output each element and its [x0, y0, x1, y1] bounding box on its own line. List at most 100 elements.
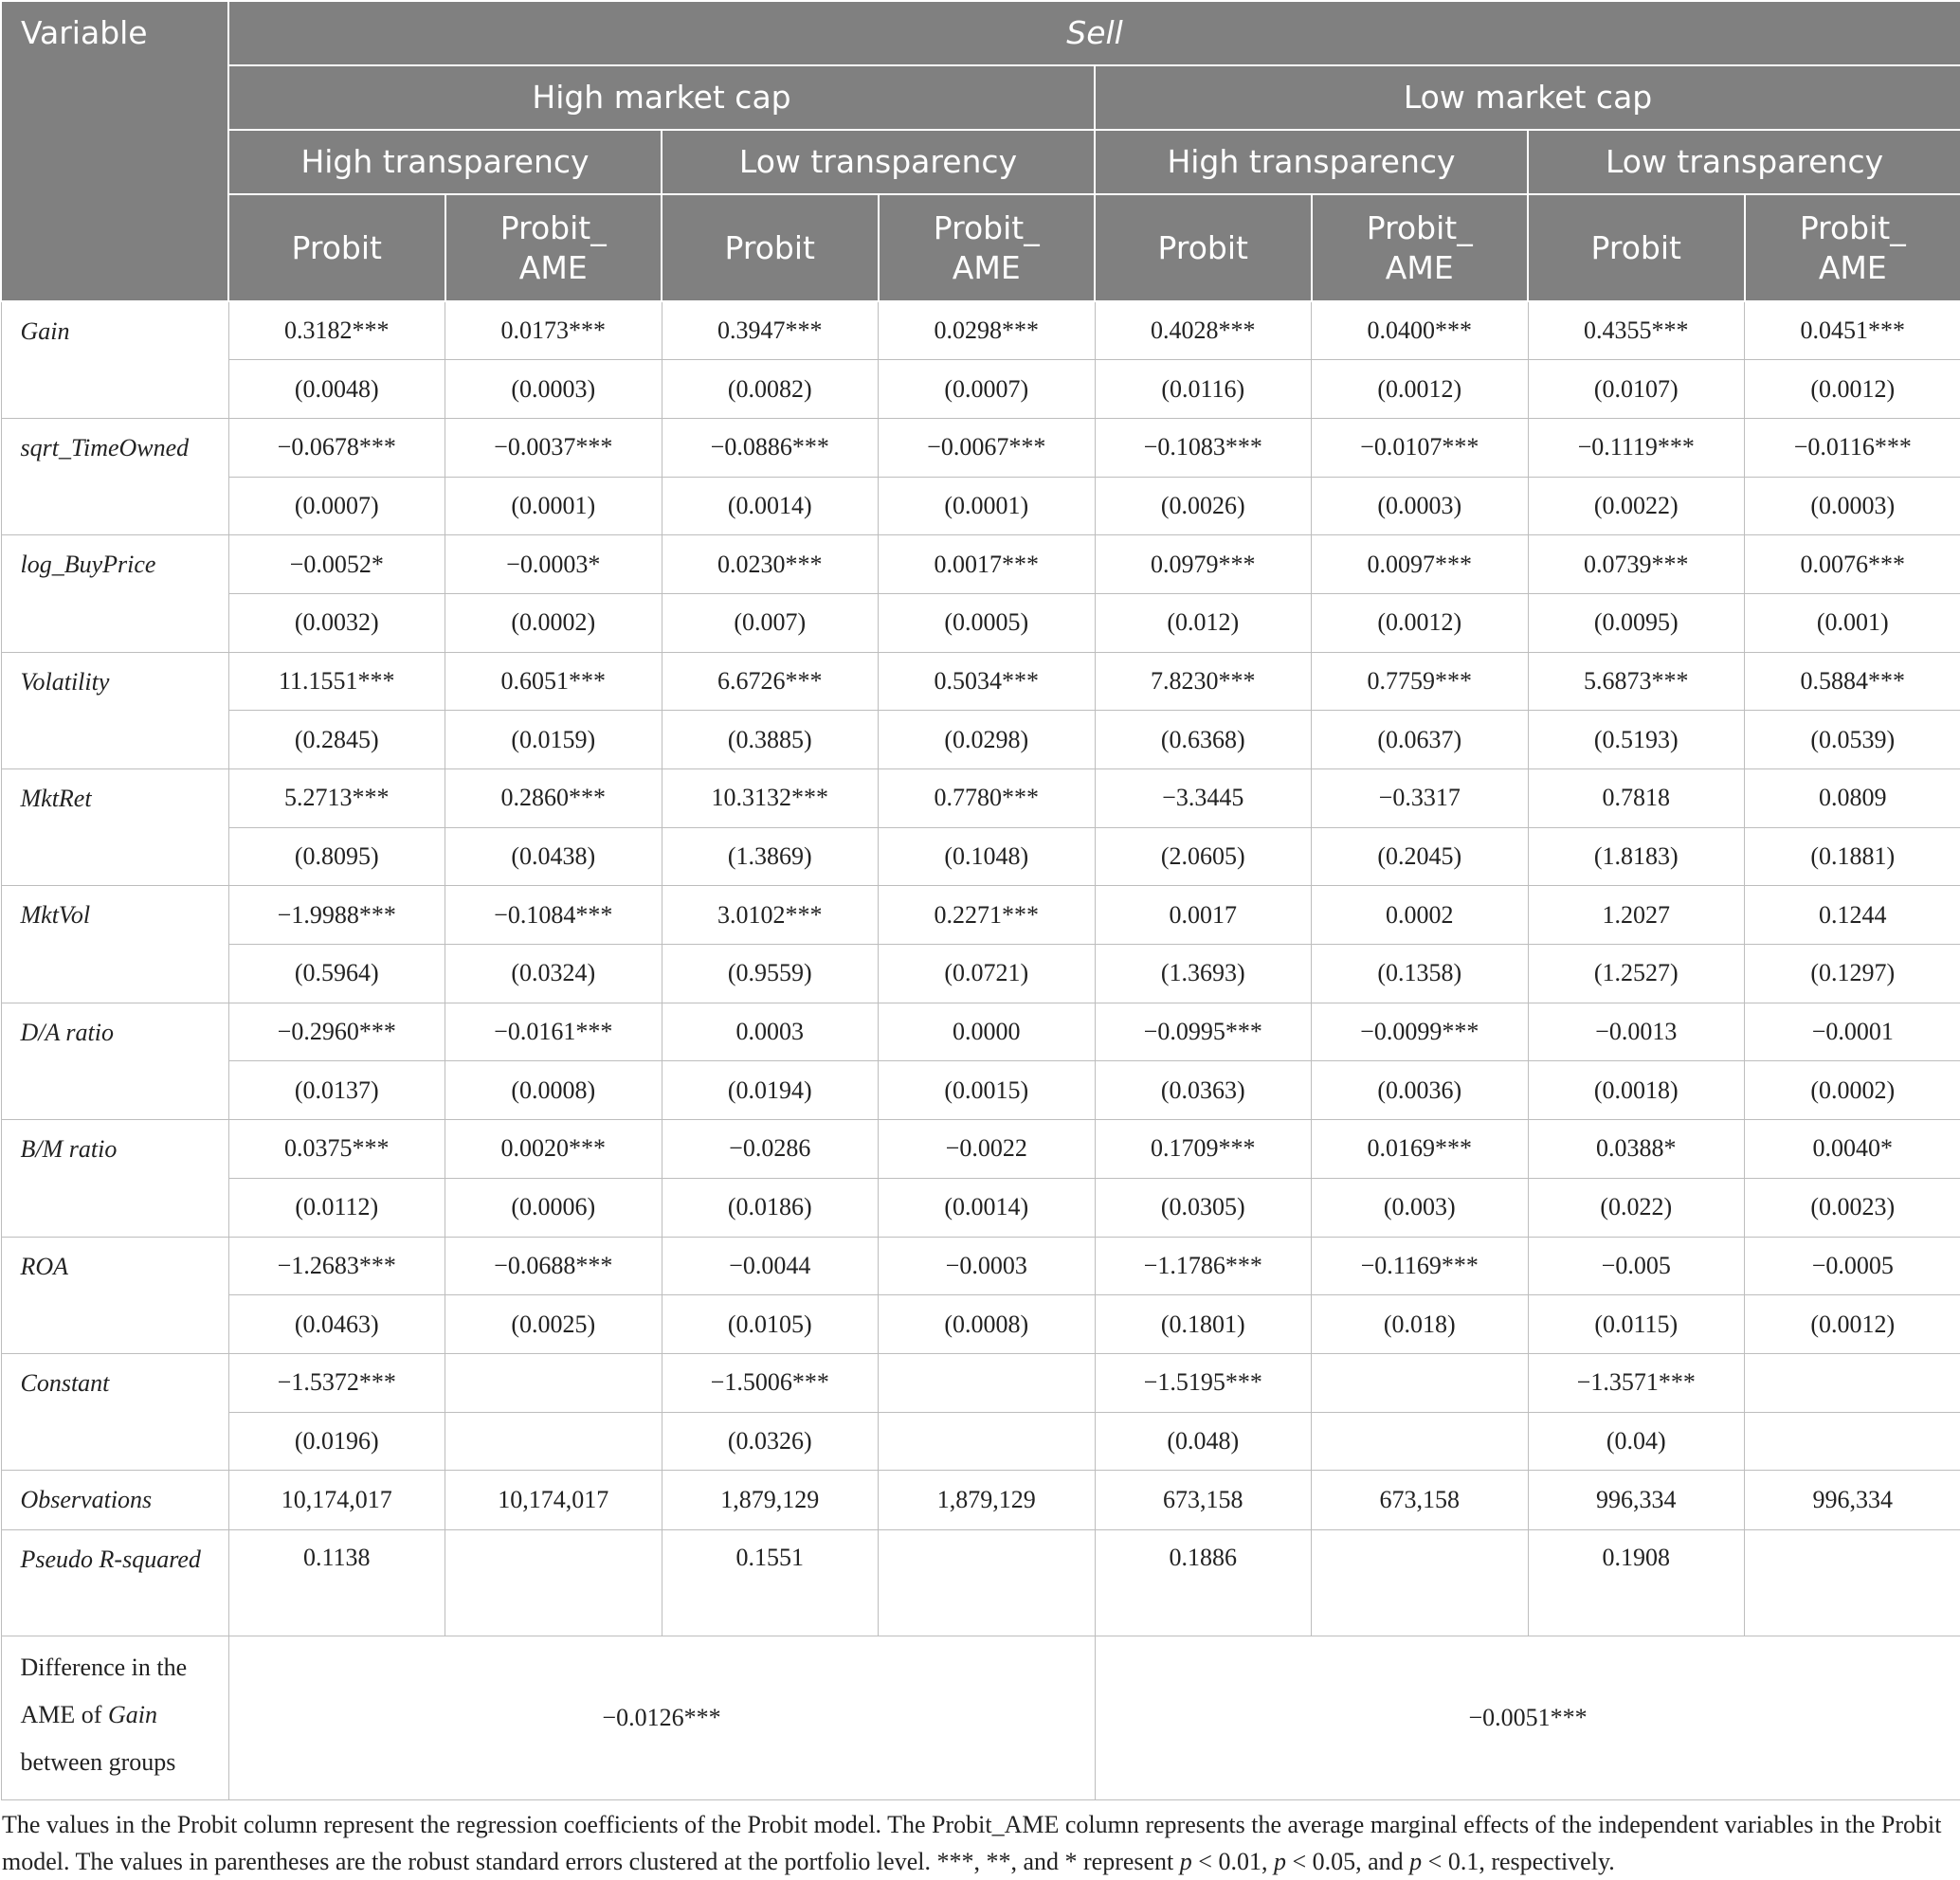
se-cell: [879, 1412, 1096, 1471]
estimate-cell: 0.0076***: [1745, 535, 1960, 594]
sell-header: Sell: [228, 1, 1960, 65]
se-cell: (0.003): [1312, 1178, 1529, 1237]
observations-cell: 996,334: [1745, 1471, 1960, 1530]
se-cell: (0.6368): [1095, 711, 1312, 769]
se-cell: (0.0463): [228, 1295, 445, 1354]
model-header: Probit: [1528, 194, 1745, 301]
se-cell: (0.018): [1312, 1295, 1529, 1354]
estimate-cell: 6.6726***: [662, 652, 879, 711]
pseudo-r2-cell: [1745, 1530, 1960, 1636]
footnote-part: < 0.05, and: [1286, 1848, 1409, 1875]
subgroup-header: High transparency: [1095, 130, 1528, 194]
se-row: (0.0137)(0.0008)(0.0194)(0.0015)(0.0363)…: [1, 1061, 1960, 1120]
estimate-cell: 0.3182***: [228, 301, 445, 360]
estimate-cell: −0.0013: [1528, 1003, 1745, 1061]
estimate-cell: [879, 1353, 1096, 1412]
se-cell: (0.0008): [445, 1061, 662, 1120]
se-cell: (0.0001): [445, 477, 662, 535]
estimate-cell: 0.0040*: [1745, 1120, 1960, 1179]
se-cell: (0.0095): [1528, 593, 1745, 652]
se-cell: (0.0159): [445, 711, 662, 769]
estimate-cell: [1312, 1353, 1529, 1412]
estimate-cell: −0.0044: [662, 1237, 879, 1295]
se-cell: (0.048): [1095, 1412, 1312, 1471]
estimate-cell: 0.0388*: [1528, 1120, 1745, 1179]
observations-cell: 1,879,129: [879, 1471, 1096, 1530]
estimate-cell: −1.1786***: [1095, 1237, 1312, 1295]
model-header: Probit_ AME: [1312, 194, 1529, 301]
se-row: (0.2845)(0.0159)(0.3885)(0.0298)(0.6368)…: [1, 711, 1960, 769]
se-cell: (0.1358): [1312, 945, 1529, 1003]
estimate-row: Constant−1.5372***−1.5006***−1.5195***−1…: [1, 1353, 1960, 1412]
estimate-row: sqrt_TimeOwned−0.0678***−0.0037***−0.088…: [1, 418, 1960, 477]
subgroup-header: Low transparency: [662, 130, 1095, 194]
se-cell: (0.1048): [879, 827, 1096, 886]
pseudo-r2-cell: 0.1886: [1095, 1530, 1312, 1636]
footnote-part: p: [1409, 1848, 1422, 1875]
se-cell: (0.0012): [1745, 360, 1960, 419]
estimate-cell: −0.0052*: [228, 535, 445, 594]
estimate-cell: −0.0003*: [445, 535, 662, 594]
se-cell: (0.8095): [228, 827, 445, 886]
se-cell: (0.0012): [1312, 360, 1529, 419]
estimate-cell: 0.0017: [1095, 886, 1312, 945]
subgroup-header: High transparency: [228, 130, 662, 194]
estimate-cell: 3.0102***: [662, 886, 879, 945]
estimate-cell: 0.2271***: [879, 886, 1096, 945]
observations-cell: 10,174,017: [228, 1471, 445, 1530]
estimate-cell: [1745, 1353, 1960, 1412]
se-row: (0.0007)(0.0001)(0.0014)(0.0001)(0.0026)…: [1, 477, 1960, 535]
se-cell: (0.0018): [1528, 1061, 1745, 1120]
estimate-cell: 0.5884***: [1745, 652, 1960, 711]
footnote-part: < 0.1, respectively.: [1422, 1848, 1615, 1875]
se-cell: (0.0082): [662, 360, 879, 419]
variable-label: D/A ratio: [1, 1003, 228, 1119]
estimate-cell: 0.7818: [1528, 769, 1745, 828]
se-row: (0.0048)(0.0003)(0.0082)(0.0007)(0.0116)…: [1, 360, 1960, 419]
se-cell: (0.0048): [228, 360, 445, 419]
estimate-cell: 0.0739***: [1528, 535, 1745, 594]
se-cell: (0.012): [1095, 593, 1312, 652]
estimate-row: ROA−1.2683***−0.0688***−0.0044−0.0003−1.…: [1, 1237, 1960, 1295]
estimate-cell: [445, 1353, 662, 1412]
se-cell: (0.0137): [228, 1061, 445, 1120]
difference-cell: −0.0126***: [228, 1636, 1095, 1800]
estimate-cell: −0.0116***: [1745, 418, 1960, 477]
se-cell: (0.1881): [1745, 827, 1960, 886]
se-cell: (0.0637): [1312, 711, 1529, 769]
estimate-cell: −0.0099***: [1312, 1003, 1529, 1061]
se-row: (0.0032)(0.0002)(0.007)(0.0005)(0.012)(0…: [1, 593, 1960, 652]
se-cell: (0.0014): [662, 477, 879, 535]
se-cell: (1.8183): [1528, 827, 1745, 886]
se-cell: (0.0022): [1528, 477, 1745, 535]
estimate-cell: −0.0678***: [228, 418, 445, 477]
variable-label: MktVol: [1, 886, 228, 1003]
estimate-cell: −0.1169***: [1312, 1237, 1529, 1295]
variable-label: Constant: [1, 1353, 228, 1470]
pseudo-r2-cell: [445, 1530, 662, 1636]
observations-cell: 673,158: [1095, 1471, 1312, 1530]
estimate-cell: −0.2960***: [228, 1003, 445, 1061]
estimate-cell: 0.7759***: [1312, 652, 1529, 711]
se-cell: (1.3693): [1095, 945, 1312, 1003]
estimate-row: log_BuyPrice−0.0052*−0.0003*0.0230***0.0…: [1, 535, 1960, 594]
estimate-cell: −0.0886***: [662, 418, 879, 477]
pseudo-r2-cell: 0.1551: [662, 1530, 879, 1636]
se-cell: (0.0007): [228, 477, 445, 535]
label-part: Difference in the AME of: [21, 1654, 188, 1728]
estimate-cell: 10.3132***: [662, 769, 879, 828]
estimate-cell: −1.5195***: [1095, 1353, 1312, 1412]
estimate-cell: 0.0169***: [1312, 1120, 1529, 1179]
se-cell: (0.2845): [228, 711, 445, 769]
estimate-cell: −0.0022: [879, 1120, 1096, 1179]
group-header: High market cap: [228, 65, 1095, 130]
variable-label: log_BuyPrice: [1, 535, 228, 652]
se-cell: (0.0026): [1095, 477, 1312, 535]
